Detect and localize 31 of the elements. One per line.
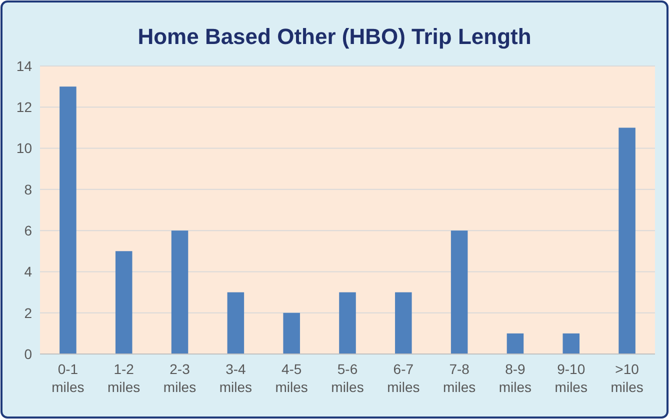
bar [395, 292, 412, 354]
x-tick-label: 8-9 miles [498, 361, 532, 395]
y-tick-label: 4 [24, 264, 32, 280]
x-tick-label: 9-10 miles [554, 361, 588, 395]
y-tick-label: 2 [24, 304, 32, 321]
x-tick-label: 4-5 miles [275, 361, 308, 395]
bar [450, 230, 468, 354]
y-tick-label: 6 [24, 222, 32, 238]
x-tick-label: 7-8 miles [442, 361, 476, 395]
bar [227, 292, 244, 354]
x-tick-label: 1-2 miles [108, 361, 140, 395]
x-tick-label: 3-4 miles [219, 361, 252, 395]
y-tick-label: 12 [16, 99, 32, 116]
y-tick-label: 14 [16, 58, 32, 74]
chart-title: Home Based Other (HBO) Trip Length [138, 24, 532, 49]
x-tick-label: >10 miles [610, 361, 644, 395]
x-tick-label: 5-6 miles [331, 361, 364, 395]
bar [60, 86, 76, 354]
y-tick-label: 8 [24, 181, 32, 198]
bar [283, 312, 300, 354]
bar [506, 333, 524, 354]
y-tick-label: 10 [16, 140, 32, 156]
bar [618, 128, 636, 354]
bar [562, 333, 580, 354]
bar [339, 292, 356, 354]
x-tick-label: 2-3 miles [163, 361, 196, 395]
x-tick-label: 6-7 miles [387, 361, 420, 395]
bar [115, 251, 132, 354]
bar [171, 230, 188, 354]
x-tick-label: 0-1 miles [52, 361, 84, 395]
y-tick-label: 0 [24, 346, 32, 362]
